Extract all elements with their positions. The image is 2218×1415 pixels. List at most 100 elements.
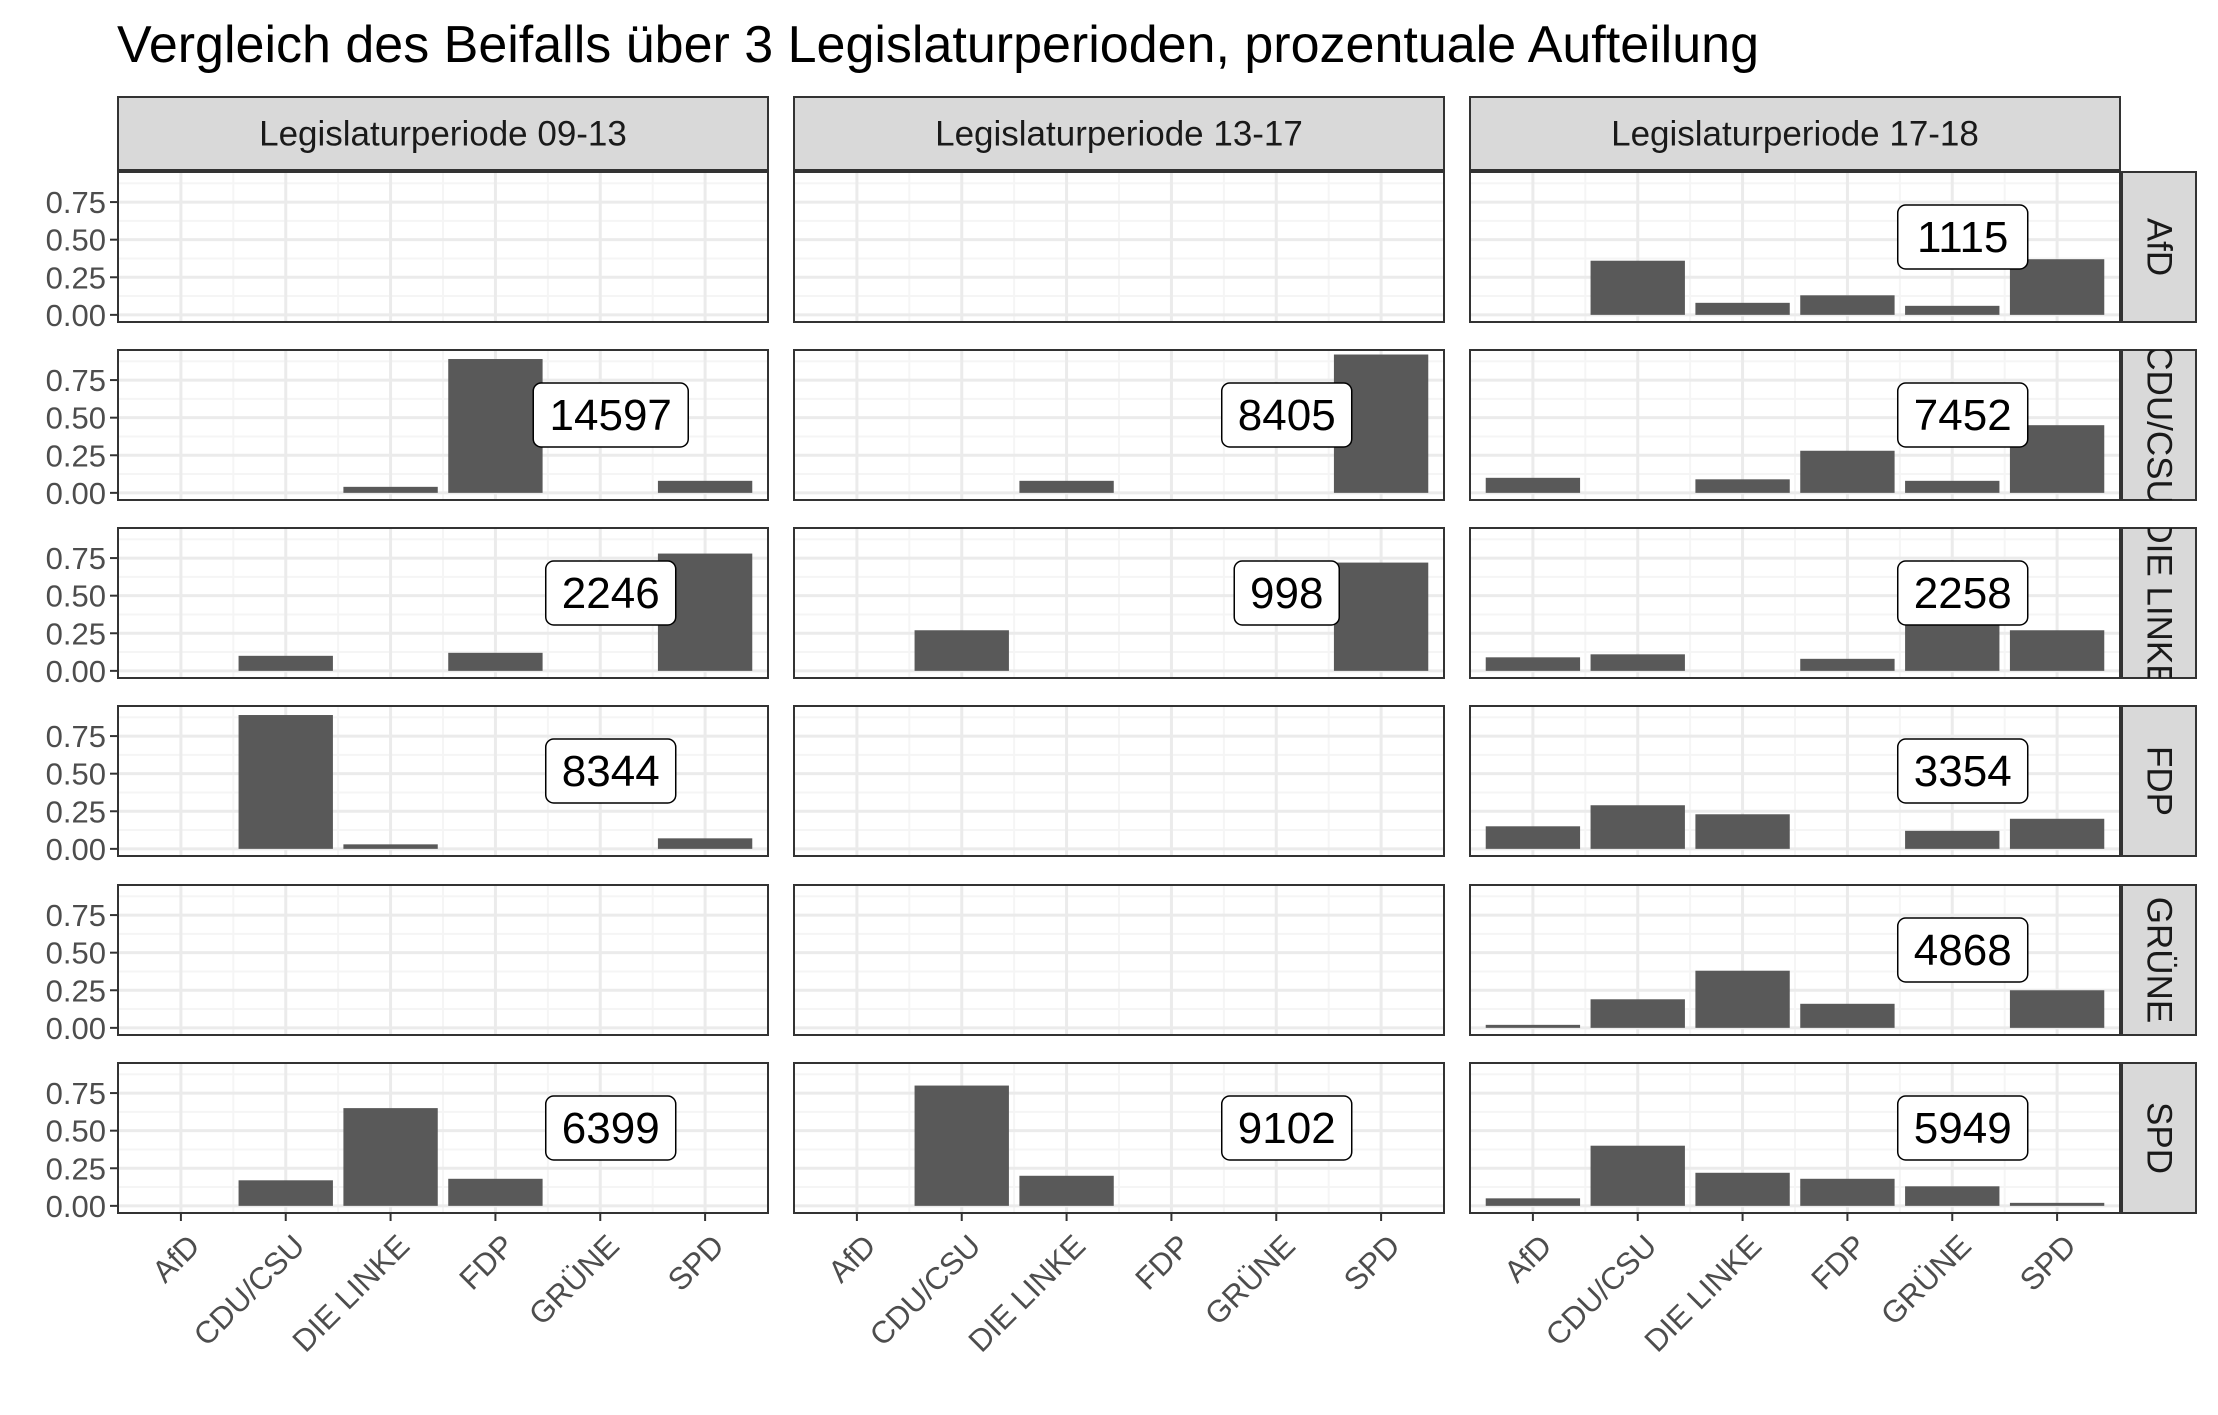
panel-r3-c2: 998 (793, 527, 1445, 679)
panel-r5-c2 (793, 884, 1445, 1036)
count-label-box (1220, 382, 1353, 448)
panel-r5-c1 (117, 884, 769, 1036)
count-label: 4868 (1914, 926, 2012, 975)
row-strip-spd (2121, 1062, 2197, 1214)
panel-r5-c3: 4868 (1469, 884, 2121, 1036)
y-tick-label: 0.75 (46, 898, 106, 933)
bar-grüne-cdu-csu-p3 (1590, 999, 1685, 1028)
count-label-box (544, 1095, 677, 1161)
count-label-box (1896, 204, 2029, 270)
bar-cdu-csu-fdp-p1 (448, 359, 543, 493)
row-strip-grüne (2121, 884, 2197, 1036)
panel-border (1469, 171, 2121, 323)
bar-spd-cdu-csu-p2 (914, 1085, 1009, 1206)
count-label: 2258 (1914, 569, 2012, 618)
count-label-box (1896, 560, 2029, 626)
bar-cdu-csu-die-linke-p3 (1695, 479, 1790, 493)
bar-spd-cdu-csu-p1 (238, 1180, 333, 1206)
count-label-box (1896, 738, 2029, 804)
row-strip-label-group-cdu-csu: CDU/CSU (2140, 350, 2179, 500)
panel-border (1469, 1062, 2121, 1214)
panel-r1-c2 (793, 171, 1445, 323)
panel-r3-c1: 2246 (117, 527, 769, 679)
bar-die-linke-cdu-csu-p3 (1590, 654, 1685, 671)
bar-fdp-afd-p3 (1485, 826, 1581, 849)
bar-fdp-grüne-p3 (1905, 830, 2000, 849)
panel-border (117, 884, 769, 1036)
panel-border (1469, 349, 2121, 501)
count-label: 1115 (1917, 213, 2008, 262)
bar-die-linke-cdu-csu-p2 (914, 630, 1009, 671)
panel-border (793, 705, 1445, 857)
count-label: 14597 (550, 391, 672, 440)
panel-border (793, 884, 1445, 1036)
panel-r6-c3: 5949 (1469, 1062, 2121, 1214)
panel-r2-c3: 7452 (1469, 349, 2121, 501)
y-tick-label: 0.25 (46, 260, 106, 295)
x-tick-label-fdp: FDP (453, 1228, 522, 1297)
count-label: 2246 (562, 569, 660, 618)
y-tick-label: 0.00 (46, 654, 106, 689)
y-tick-label: 0.00 (46, 298, 106, 333)
panel-border (1469, 884, 2121, 1036)
bar-cdu-csu-die-linke-p1 (343, 486, 438, 493)
bar-spd-die-linke-p1 (343, 1108, 438, 1206)
panel-border (117, 1062, 769, 1214)
bar-die-linke-spd-p3 (2009, 630, 2105, 671)
x-tick-label-spd: SPD (661, 1228, 731, 1298)
count-label-box (1896, 917, 2029, 983)
count-label: 6399 (562, 1104, 660, 1153)
y-tick-label: 0.25 (46, 438, 106, 473)
bar-spd-fdp-p1 (448, 1178, 543, 1206)
bar-fdp-spd-p1 (657, 838, 753, 849)
panel-border (793, 171, 1445, 323)
bar-die-linke-cdu-csu-p1 (238, 655, 333, 671)
x-tick-label-grüne: GRÜNE (1198, 1228, 1302, 1332)
bar-grüne-afd-p3 (1485, 1024, 1581, 1028)
x-tick-label-fdp: FDP (1805, 1228, 1874, 1297)
row-strip-afd (2121, 171, 2197, 323)
count-label-box (1233, 560, 1340, 626)
panel-border (117, 705, 769, 857)
row-strip-label-group-grüne: GRÜNE (2140, 897, 2179, 1023)
panel-r4-c2 (793, 705, 1445, 857)
row-strip-label-group-die-linke: DIE LINKE (2140, 528, 2179, 678)
x-tick-label-afd: AfD (145, 1228, 206, 1289)
y-tick-label: 0.00 (46, 476, 106, 511)
bar-spd-grüne-p3 (1905, 1186, 2000, 1206)
row-strip-label-group-fdp: FDP (2140, 746, 2179, 816)
row-strip-label-group-afd: AfD (2140, 218, 2179, 276)
x-tick-label-fdp: FDP (1129, 1228, 1198, 1297)
count-label-box (1896, 382, 2029, 448)
panel-r2-c1: 14597 (117, 349, 769, 501)
y-tick-label: 0.50 (46, 936, 106, 971)
bar-grüne-die-linke-p3 (1695, 970, 1790, 1028)
row-strip-label-grüne: GRÜNE (2140, 897, 2179, 1023)
bar-spd-die-linke-p3 (1695, 1172, 1790, 1206)
bar-cdu-csu-fdp-p3 (1800, 450, 1895, 493)
panel-border (1469, 527, 2121, 679)
count-label: 9102 (1238, 1104, 1336, 1153)
y-tick-label: 0.25 (46, 973, 106, 1008)
bar-fdp-spd-p3 (2009, 818, 2105, 849)
row-strip-label-fdp: FDP (2140, 746, 2179, 816)
bar-fdp-cdu-csu-p3 (1590, 805, 1685, 849)
count-label: 998 (1250, 569, 1323, 618)
panel-border (793, 349, 1445, 501)
bar-die-linke-afd-p3 (1485, 657, 1581, 671)
row-strip-label-afd: AfD (2140, 218, 2179, 276)
bar-spd-spd-p3 (2009, 1202, 2105, 1206)
panel-border (117, 171, 769, 323)
y-tick-label: 0.50 (46, 579, 106, 614)
x-tick-label-grüne: GRÜNE (1874, 1228, 1978, 1332)
panel-border (117, 349, 769, 501)
panel-border (1469, 705, 2121, 857)
y-tick-label: 0.25 (46, 1151, 106, 1186)
bar-die-linke-spd-p2 (1333, 562, 1429, 671)
bar-spd-cdu-csu-p3 (1590, 1145, 1685, 1206)
count-label-box (1220, 1095, 1353, 1161)
bar-fdp-cdu-csu-p1 (238, 715, 333, 849)
panel-r6-c1: 6399 (117, 1062, 769, 1214)
row-strip-die-linke (2121, 527, 2197, 679)
